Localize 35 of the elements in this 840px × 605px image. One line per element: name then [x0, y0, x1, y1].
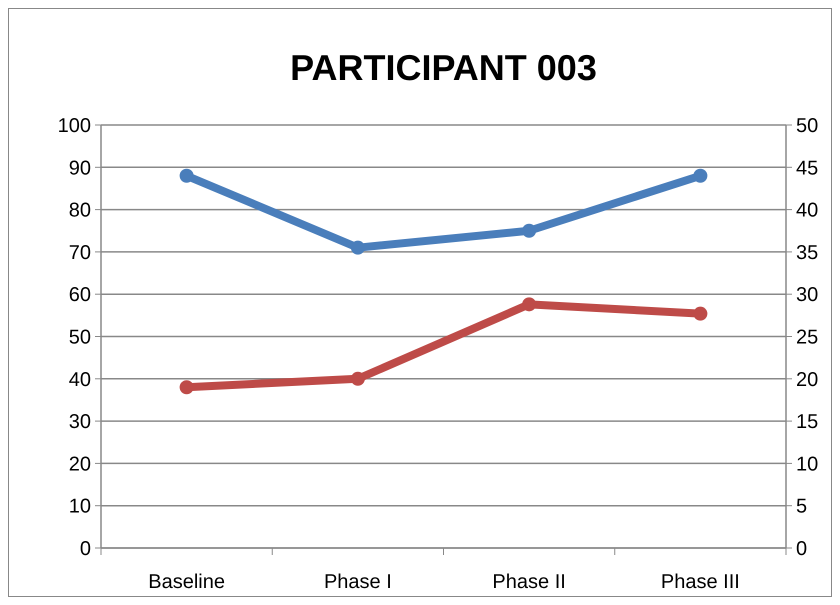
y2-tick-label: 35 [796, 242, 818, 264]
point [350, 372, 365, 386]
y-tick-label: 100 [58, 115, 91, 137]
y2-tick-label: 20 [796, 368, 818, 391]
chart-title: PARTICIPANT 003 [290, 47, 597, 88]
y-tick-label: 30 [68, 411, 91, 434]
y-tick-label: 80 [68, 200, 91, 222]
x-tick-label: Phase III [660, 571, 740, 593]
y2-tick-label: 45 [796, 157, 818, 180]
x-tick-label: Phase II [492, 571, 566, 593]
y-tick-label: 90 [68, 157, 91, 180]
point [522, 224, 536, 238]
y-tick-label: 40 [68, 368, 91, 391]
x-tick-label: Baseline [148, 571, 225, 593]
point [693, 168, 708, 183]
point [180, 168, 194, 183]
y-tick-label: 20 [68, 453, 91, 476]
y2-tick-label: 30 [796, 284, 818, 306]
y2-tick-label: 15 [796, 411, 818, 434]
y2-tick-label: 0 [796, 538, 808, 560]
y-tick-label: 10 [68, 496, 91, 518]
point [180, 380, 194, 394]
y2-tick-label: 40 [796, 200, 818, 222]
y2-tick-label: 25 [796, 326, 818, 348]
y-tick-label: 70 [68, 242, 91, 264]
x-tick-label: Phase I [324, 571, 392, 593]
y2-tick-label: 50 [796, 115, 818, 137]
y2-tick-label: 5 [796, 496, 808, 518]
y-tick-label: 50 [68, 326, 91, 348]
point [693, 306, 708, 321]
y-tick-label: 60 [68, 284, 91, 306]
point [522, 297, 536, 312]
y2-tick-label: 10 [796, 453, 818, 476]
point [350, 240, 365, 255]
y-tick-label: 0 [80, 538, 91, 560]
